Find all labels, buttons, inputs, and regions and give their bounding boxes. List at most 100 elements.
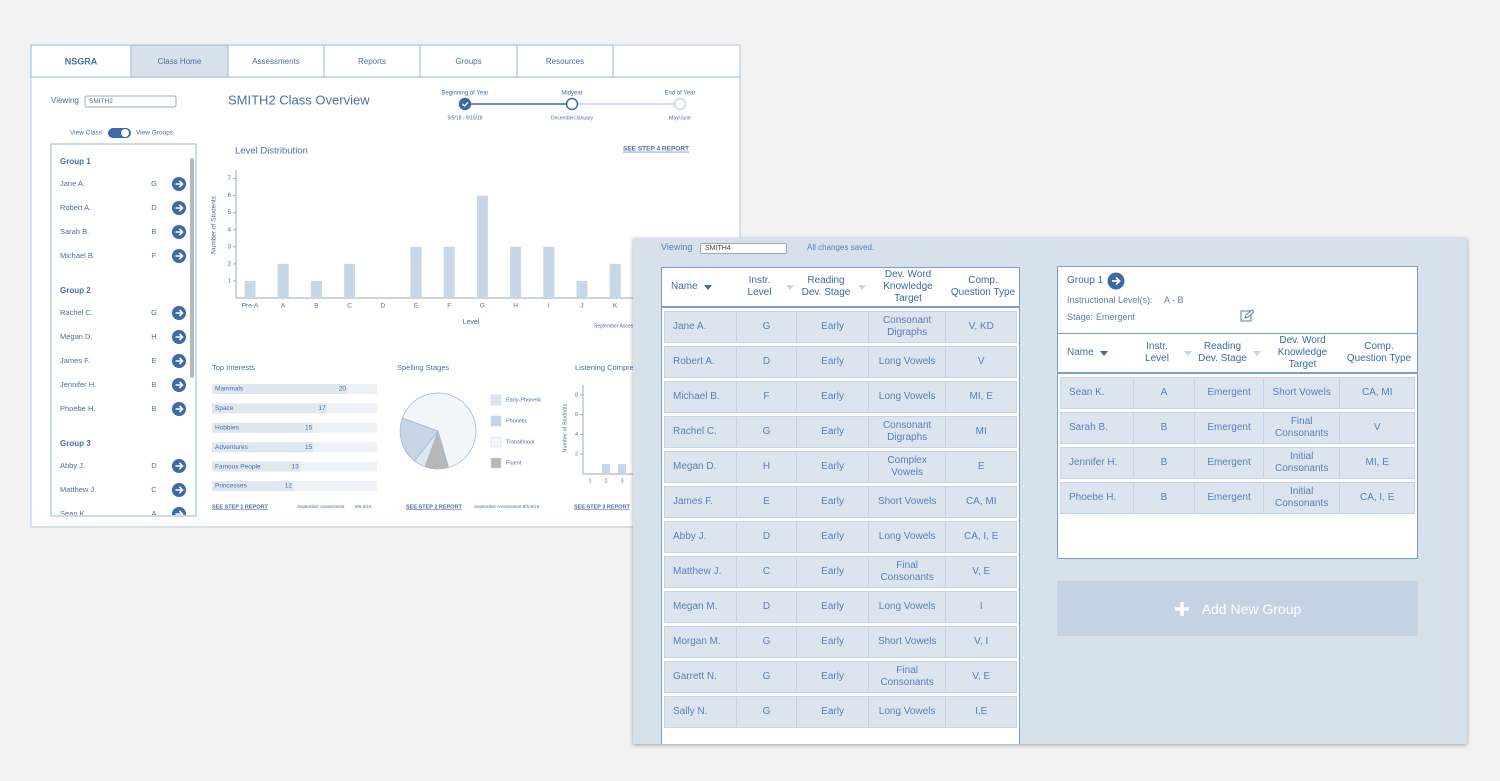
nav-tab[interactable] — [419, 44, 518, 78]
overview-title: SMITH2 Class Overview — [228, 92, 370, 107]
timeline-step[interactable] — [565, 97, 579, 111]
table-cell: Michael B. — [665, 382, 737, 412]
bar — [510, 246, 522, 298]
student-level: D — [151, 203, 157, 212]
table-cell: E — [977, 461, 985, 472]
table-cell: CA, I, E — [1359, 492, 1395, 503]
table-cell: Final Consonants — [1264, 413, 1341, 443]
table-cell: CA, MI — [1361, 387, 1393, 398]
add-group-label: Add New Group — [1201, 600, 1302, 617]
student-level: D — [151, 461, 157, 470]
report-link[interactable]: SEE STEP 1 REPORT — [212, 504, 268, 510]
column-header: Comp. Question Type — [947, 268, 1019, 306]
column-header: Reading Dev. Stage — [797, 268, 869, 306]
student-level: G — [151, 308, 157, 317]
table-cell: CA, I, E — [963, 531, 999, 542]
student-row: Robert A. D Early Long Vowels V — [664, 346, 1017, 378]
table-cell: Phoebe H. — [1061, 483, 1134, 513]
sort-arrow — [786, 284, 794, 290]
arrow-glyph — [175, 405, 184, 413]
table-cell: Short Vowels — [1264, 378, 1341, 408]
bar — [443, 246, 455, 298]
nav-label: Reports — [358, 57, 386, 66]
table-cell: Jennifer H. — [1061, 448, 1134, 478]
table-cell: Initial Consonants — [1264, 483, 1341, 513]
column-header: Dev. Word Knowledge Target — [1264, 334, 1341, 372]
add-group-button[interactable]: Add New Group — [1057, 581, 1418, 636]
chart-title: Listening Comprehension — [575, 363, 660, 372]
table-cell: Long Vowels — [869, 522, 947, 552]
column-header: Instr. Level — [736, 268, 797, 306]
interest-bar — [212, 384, 347, 394]
column-header: Name — [1058, 334, 1133, 372]
scrollbar — [190, 158, 194, 378]
legend-swatch — [490, 415, 502, 427]
table-cell: Complex Vowels — [869, 452, 947, 482]
levels-value: A - B — [1164, 295, 1184, 305]
toggle-left-label: View Class — [70, 130, 103, 137]
check-mark — [462, 102, 469, 107]
edit-icon[interactable] — [1240, 309, 1254, 323]
table-cell: Long Vowels — [869, 382, 947, 412]
column-header-label: Reading Dev. Stage — [801, 275, 851, 298]
legend-swatch — [490, 394, 502, 406]
timeline-dates: December/January — [551, 115, 594, 121]
table-cell: E — [737, 487, 798, 517]
nav-tab[interactable] — [130, 44, 229, 78]
table-cell: C — [737, 557, 798, 587]
group-heading: Group 3 — [60, 439, 91, 448]
x-tick-label: A — [281, 303, 286, 310]
table-cell: Early — [797, 487, 869, 517]
sort-arrow — [858, 284, 866, 290]
student-level: B — [151, 227, 156, 236]
table-cell: Early — [797, 382, 869, 412]
student-name: Megan D. — [60, 332, 93, 341]
pie-slice — [424, 429, 449, 470]
report-link[interactable]: SEE STEP 2 REPORT — [406, 504, 462, 510]
x-tick-label: J — [580, 303, 583, 310]
table-cell: D — [737, 592, 798, 622]
x-tick-label: C — [347, 303, 352, 310]
timeline-step[interactable] — [458, 97, 472, 111]
column-header-label: Comp. Question Type — [1346, 341, 1412, 364]
student-level: F — [152, 251, 157, 260]
column-header-label: Reading Dev. Stage — [1198, 341, 1247, 364]
student-level: E — [151, 356, 156, 365]
y-axis-label: Number of Students — [211, 195, 218, 254]
x-tick-label: K — [613, 303, 618, 310]
x-tick-label: 1 — [588, 478, 591, 484]
y-tick-label: 8 — [575, 392, 578, 398]
group-table: Name Instr. Level Reading Dev. Stage Dev. W… — [1058, 334, 1417, 514]
plus-icon — [1174, 601, 1189, 616]
class-select[interactable]: SMITH4 — [700, 243, 787, 254]
report-link[interactable]: SEE STEP 4 REPORT — [623, 146, 689, 153]
nav-tab[interactable] — [323, 44, 421, 78]
column-header-label: Instr. Level — [1145, 341, 1169, 364]
arrow-glyph — [175, 333, 184, 341]
sort-arrow — [1184, 350, 1192, 356]
student-row: Garrett N. G Early Final Consonants V, E — [664, 661, 1017, 693]
chart-title: Top Interests — [212, 363, 255, 372]
table-cell: Megan M. — [665, 592, 737, 622]
table-cell: Early — [797, 662, 869, 692]
timeline-step[interactable] — [673, 97, 687, 111]
table-cell: Morgan M. — [665, 627, 737, 657]
group-arrow[interactable] — [1107, 272, 1125, 290]
arrow-glyph — [175, 486, 184, 494]
student-name: Phoebe H. — [60, 404, 95, 413]
bar — [543, 246, 555, 298]
table-cell: Emergent — [1195, 413, 1264, 443]
class-select[interactable] — [84, 95, 177, 108]
arrow-glyph — [175, 228, 184, 236]
table-cell: V, E — [972, 671, 991, 682]
legend-label: Fluent — [506, 460, 522, 466]
report-link[interactable]: SEE STEP 3 REPORT — [574, 504, 630, 510]
x-tick-label: E — [414, 303, 419, 310]
nav-tab[interactable] — [30, 44, 132, 78]
student-level: B — [151, 404, 156, 413]
interest-value: 17 — [319, 405, 327, 412]
nav-tab[interactable] — [516, 44, 614, 78]
column-header: Comp. Question Type — [1341, 334, 1417, 372]
table-cell: Long Vowels — [869, 592, 947, 622]
group-list-box — [50, 143, 197, 517]
